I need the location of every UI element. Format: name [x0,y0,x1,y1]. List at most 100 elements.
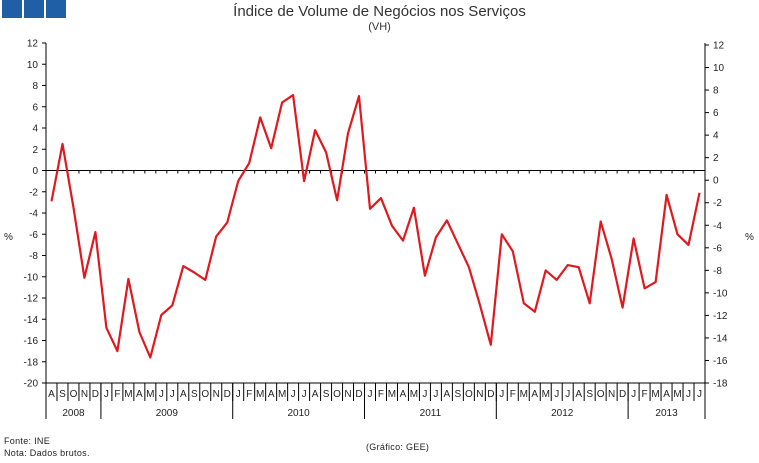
month-label: F [642,389,648,400]
month-label: M [542,389,550,400]
month-label: J [686,389,691,400]
month-label: A [663,389,670,400]
right-tick-label: 0 [713,176,719,187]
month-label: J [499,389,504,400]
logo-square-3 [46,0,66,18]
chart-title: Índice de Volume de Negócios nos Serviço… [233,3,526,20]
year-label: 2008 [62,408,85,419]
month-label: N [344,389,351,400]
month-label: O [465,389,473,400]
year-label: 2011 [420,408,442,419]
left-tick-label: -18 [24,357,39,368]
month-label: J [554,389,559,400]
month-label: M [673,389,681,400]
left-tick-label: -12 [24,294,39,305]
left-tick-label: 0 [32,166,38,177]
chart-credit: (Gráfico: GEE) [366,442,430,452]
year-label: 2009 [156,408,179,419]
right-tick-label: -4 [713,221,722,232]
month-label: O [597,389,605,400]
data-note: Nota: Dados brutos. [4,448,90,458]
month-label: J [433,389,438,400]
month-label: A [268,389,275,400]
right-tick-label: -10 [713,288,728,299]
logo-square-2 [24,0,44,18]
month-label: S [59,389,66,400]
month-label: S [455,389,462,400]
month-label: F [246,389,252,400]
month-label: J [159,389,164,400]
month-label: A [531,389,538,400]
month-label: D [92,389,99,400]
right-tick-label: -8 [713,266,722,277]
source-note: Fonte: INE [4,436,51,446]
month-label: N [81,389,88,400]
left-tick-label: 8 [32,81,38,92]
y-axis-label-right: % [745,232,754,243]
month-label: N [476,389,483,400]
month-label: S [323,389,330,400]
month-label: S [586,389,593,400]
month-label: J [104,389,109,400]
month-label: A [180,389,187,400]
left-tick-label: -10 [24,272,39,283]
left-tick-label: -6 [29,230,38,241]
left-tick-label: -2 [29,187,38,198]
right-tick-label: -18 [713,379,728,390]
year-label: 2012 [551,408,574,419]
month-label: A [444,389,451,400]
left-tick-label: -4 [29,209,38,220]
month-label: M [410,389,418,400]
month-label: J [697,389,702,400]
right-tick-label: -14 [713,333,728,344]
month-label: F [114,389,120,400]
right-tick-label: 2 [713,153,719,164]
month-label: J [302,389,307,400]
month-label: J [368,389,373,400]
chart-subtitle: (VH) [368,21,391,33]
month-label: M [256,389,264,400]
year-label: 2010 [287,408,310,419]
month-label: M [520,389,528,400]
month-label: J [565,389,570,400]
right-tick-label: -2 [713,198,722,209]
month-label: M [124,389,132,400]
right-tick-label: 10 [713,63,725,74]
month-label: D [619,389,626,400]
left-tick-label: -16 [24,336,39,347]
right-tick-label: 6 [713,108,719,119]
month-label: F [510,389,516,400]
right-tick-label: 8 [713,86,719,97]
right-tick-label: 4 [713,131,719,142]
logo-square-1 [2,0,22,18]
month-label: O [333,389,341,400]
month-label: O [70,389,78,400]
left-tick-label: 2 [32,145,38,156]
left-tick-label: 12 [27,39,39,50]
month-label: D [224,389,231,400]
month-label: M [388,389,396,400]
month-label: M [146,389,154,400]
month-label: M [651,389,659,400]
month-label: A [400,389,407,400]
month-label: D [355,389,362,400]
right-tick-label: -12 [713,311,728,322]
month-label: J [236,389,241,400]
month-label: N [608,389,615,400]
month-label: A [136,389,143,400]
month-label: J [631,389,636,400]
month-label: J [422,389,427,400]
right-tick-label: -16 [713,356,728,367]
left-tick-label: 6 [32,102,38,113]
month-label: O [201,389,209,400]
month-label: F [378,389,384,400]
month-label: M [278,389,286,400]
month-label: A [312,389,319,400]
month-label: N [213,389,220,400]
month-label: J [291,389,296,400]
month-label: A [48,389,55,400]
left-tick-label: 10 [27,60,39,71]
month-label: S [191,389,198,400]
left-tick-label: -8 [29,251,38,262]
